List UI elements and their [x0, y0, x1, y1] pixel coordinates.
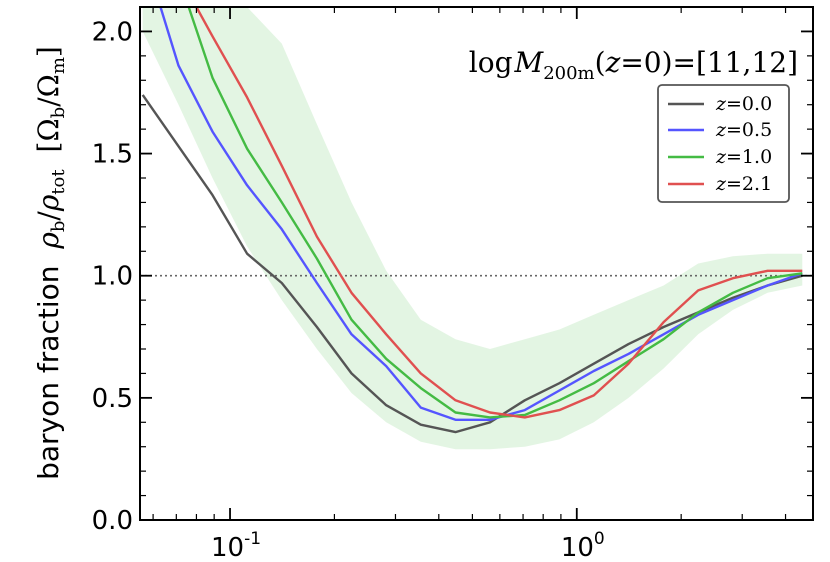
y-tick-label: 2.0	[92, 17, 133, 47]
y-axis-label-text: baryon fraction	[32, 266, 65, 480]
annotation-sub: 200m	[543, 63, 594, 84]
tick-layer	[140, 6, 813, 521]
series-layer	[141, 7, 803, 434]
y-label-rho-tot: ρ	[32, 194, 65, 212]
y-tick-label: 0.0	[92, 506, 133, 536]
y-tick-labels: 0.0 0.5 1.0 1.5 2.0	[92, 17, 133, 536]
legend-label: z=1.0	[715, 146, 772, 168]
legend-value: =2.1	[726, 173, 772, 195]
y-label-sub: b	[48, 221, 69, 233]
legend-entry: z=2.1	[668, 173, 772, 195]
annotation-open: (	[595, 46, 606, 79]
x-tick-label: 100	[561, 529, 605, 562]
x-tick-exponent: 0	[594, 529, 605, 549]
legend-entry: z=0.5	[668, 119, 772, 141]
legend-entry: z=1.0	[668, 146, 772, 168]
y-label-rho-b: ρ	[32, 232, 65, 250]
x-tick-base: 10	[561, 533, 594, 562]
x-tick-base: 10	[211, 533, 244, 562]
y-label-slash: /	[32, 211, 65, 221]
legend: z=0.0 z=0.5 z=1.0 z=2.1	[657, 84, 790, 203]
legend-value: =0.0	[726, 93, 772, 115]
y-tick-label: 1.0	[92, 262, 133, 292]
y-label-omega-m: Ω	[32, 74, 65, 97]
series-line-2	[187, 7, 803, 419]
y-tick-label: 0.5	[92, 384, 133, 414]
legend-value: =1.0	[726, 146, 772, 168]
legend-label: z=0.0	[715, 93, 772, 115]
y-label-sub: m	[48, 57, 69, 74]
y-tick-label: 1.5	[92, 140, 133, 170]
y-label-slash: /	[32, 97, 65, 107]
legend-z: z	[715, 119, 727, 141]
y-label-unit-open: [	[32, 142, 65, 153]
legend-entry: z=0.0	[668, 93, 772, 115]
x-tick-label: 10-1	[211, 529, 261, 562]
legend-z: z	[715, 146, 727, 168]
legend-box	[657, 84, 790, 203]
legend-label: z=2.1	[715, 173, 772, 195]
x-tick-exponent: -1	[244, 529, 261, 549]
y-label-omega-b: Ω	[32, 118, 65, 141]
y-label-unit-close: ]	[32, 46, 65, 57]
annotation-M: M	[514, 46, 545, 79]
annotation-z: z	[605, 46, 621, 79]
legend-z: z	[715, 173, 727, 195]
y-label-sub: tot	[48, 169, 69, 195]
x-tick-labels: 10-1 100	[211, 529, 605, 562]
annotation-rest: =0)=[11,12]	[620, 46, 798, 79]
legend-value: =0.5	[726, 119, 772, 141]
y-label-sub: b	[48, 107, 69, 119]
mass-bin-annotation: logM200m(z=0)=[11,12]	[469, 46, 798, 84]
legend-label: z=0.5	[715, 119, 772, 141]
series-line-3	[195, 7, 803, 419]
plot-frame	[139, 6, 814, 521]
y-axis-label: baryon fraction ρb/ρtot [Ωb/Ωm]	[32, 46, 71, 480]
legend-z: z	[715, 93, 727, 115]
annotation-log: log	[469, 46, 513, 79]
